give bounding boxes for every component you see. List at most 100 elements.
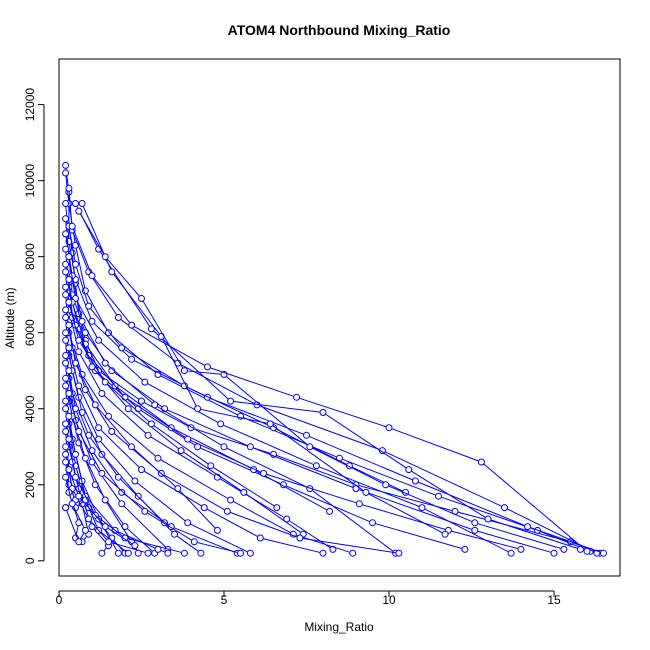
series-line	[68, 188, 598, 554]
data-point	[204, 363, 211, 371]
data-point	[62, 473, 70, 481]
data-point	[501, 504, 508, 512]
data-point	[75, 492, 83, 500]
data-point	[65, 466, 73, 474]
series-line	[68, 393, 241, 554]
y-axis-label: Altitude (m)	[3, 287, 17, 348]
data-point	[105, 538, 112, 546]
data-point	[114, 549, 122, 557]
data-point	[62, 306, 70, 314]
data-point	[75, 348, 83, 356]
data-point	[223, 507, 231, 515]
data-point	[312, 462, 320, 470]
data-point	[141, 507, 149, 515]
series-1	[62, 161, 604, 557]
data-point	[62, 352, 70, 359]
data-point	[600, 549, 607, 557]
data-point	[385, 424, 393, 432]
data-point	[256, 534, 264, 542]
data-point	[65, 390, 73, 397]
series-5	[62, 215, 558, 557]
series-40	[78, 200, 449, 538]
data-point	[319, 409, 327, 416]
data-point	[128, 321, 136, 329]
series-line	[65, 203, 604, 554]
data-point	[62, 200, 70, 207]
data-point	[128, 443, 136, 451]
data-point	[118, 488, 126, 496]
data-point	[246, 549, 254, 557]
data-point	[227, 496, 235, 504]
series-layer	[62, 161, 607, 557]
data-point	[105, 329, 112, 337]
data-point	[62, 428, 70, 435]
data-point	[273, 504, 281, 512]
data-point	[550, 549, 558, 557]
data-point	[240, 488, 248, 496]
y-tick-label: 0	[23, 557, 37, 564]
data-point	[75, 382, 83, 390]
data-point	[65, 435, 73, 443]
data-point	[319, 549, 327, 557]
data-point	[171, 530, 178, 538]
series-line	[78, 210, 565, 550]
series-line	[68, 370, 238, 554]
chart-title: ATOM4 Northbound Mixing_Ratio	[228, 22, 451, 38]
data-point	[62, 245, 70, 253]
y-tick-label: 12000	[23, 88, 37, 122]
data-point	[184, 435, 192, 443]
data-point	[441, 530, 449, 538]
data-point	[62, 450, 70, 458]
series-7	[62, 230, 400, 557]
y-tick-label: 4000	[23, 395, 37, 422]
data-point	[88, 363, 96, 371]
series-line	[65, 233, 396, 554]
data-point	[326, 507, 334, 515]
x-tick-label: 0	[56, 593, 63, 607]
series-line	[81, 203, 446, 535]
data-point	[177, 447, 185, 455]
y-tick-label: 6000	[23, 319, 37, 346]
data-point	[62, 504, 70, 512]
data-point	[72, 473, 79, 481]
y-tick-label: 10000	[23, 164, 37, 198]
data-point	[62, 268, 70, 276]
data-point	[88, 317, 96, 325]
data-point	[349, 549, 357, 557]
data-point	[411, 477, 419, 485]
series-line	[68, 347, 324, 554]
data-point	[75, 207, 83, 215]
data-point	[65, 276, 73, 283]
data-point	[138, 466, 145, 474]
data-point	[101, 523, 109, 531]
data-point	[62, 291, 70, 299]
data-point	[95, 424, 103, 432]
data-point	[62, 443, 70, 451]
data-point	[151, 401, 159, 409]
data-point	[62, 374, 70, 382]
data-point	[138, 295, 145, 302]
data-point	[190, 538, 198, 546]
data-point	[62, 283, 70, 291]
data-point	[583, 547, 591, 555]
data-point	[217, 420, 225, 428]
data-point	[62, 405, 70, 413]
data-point	[306, 443, 314, 451]
data-point	[237, 549, 244, 557]
data-point	[355, 500, 363, 508]
data-point	[395, 549, 403, 557]
plot-frame	[58, 58, 621, 577]
data-point	[369, 519, 376, 527]
x-axis-label: Mixing_Ratio	[304, 620, 374, 634]
x-tick-label: 15	[547, 593, 561, 607]
data-point	[382, 481, 390, 489]
data-point	[62, 314, 70, 321]
data-point	[101, 359, 109, 367]
data-point	[164, 549, 172, 557]
data-point	[477, 458, 485, 466]
data-point	[144, 431, 152, 439]
data-point	[62, 260, 70, 268]
series-line	[68, 226, 406, 493]
series-line	[68, 256, 512, 554]
data-point	[85, 302, 93, 310]
